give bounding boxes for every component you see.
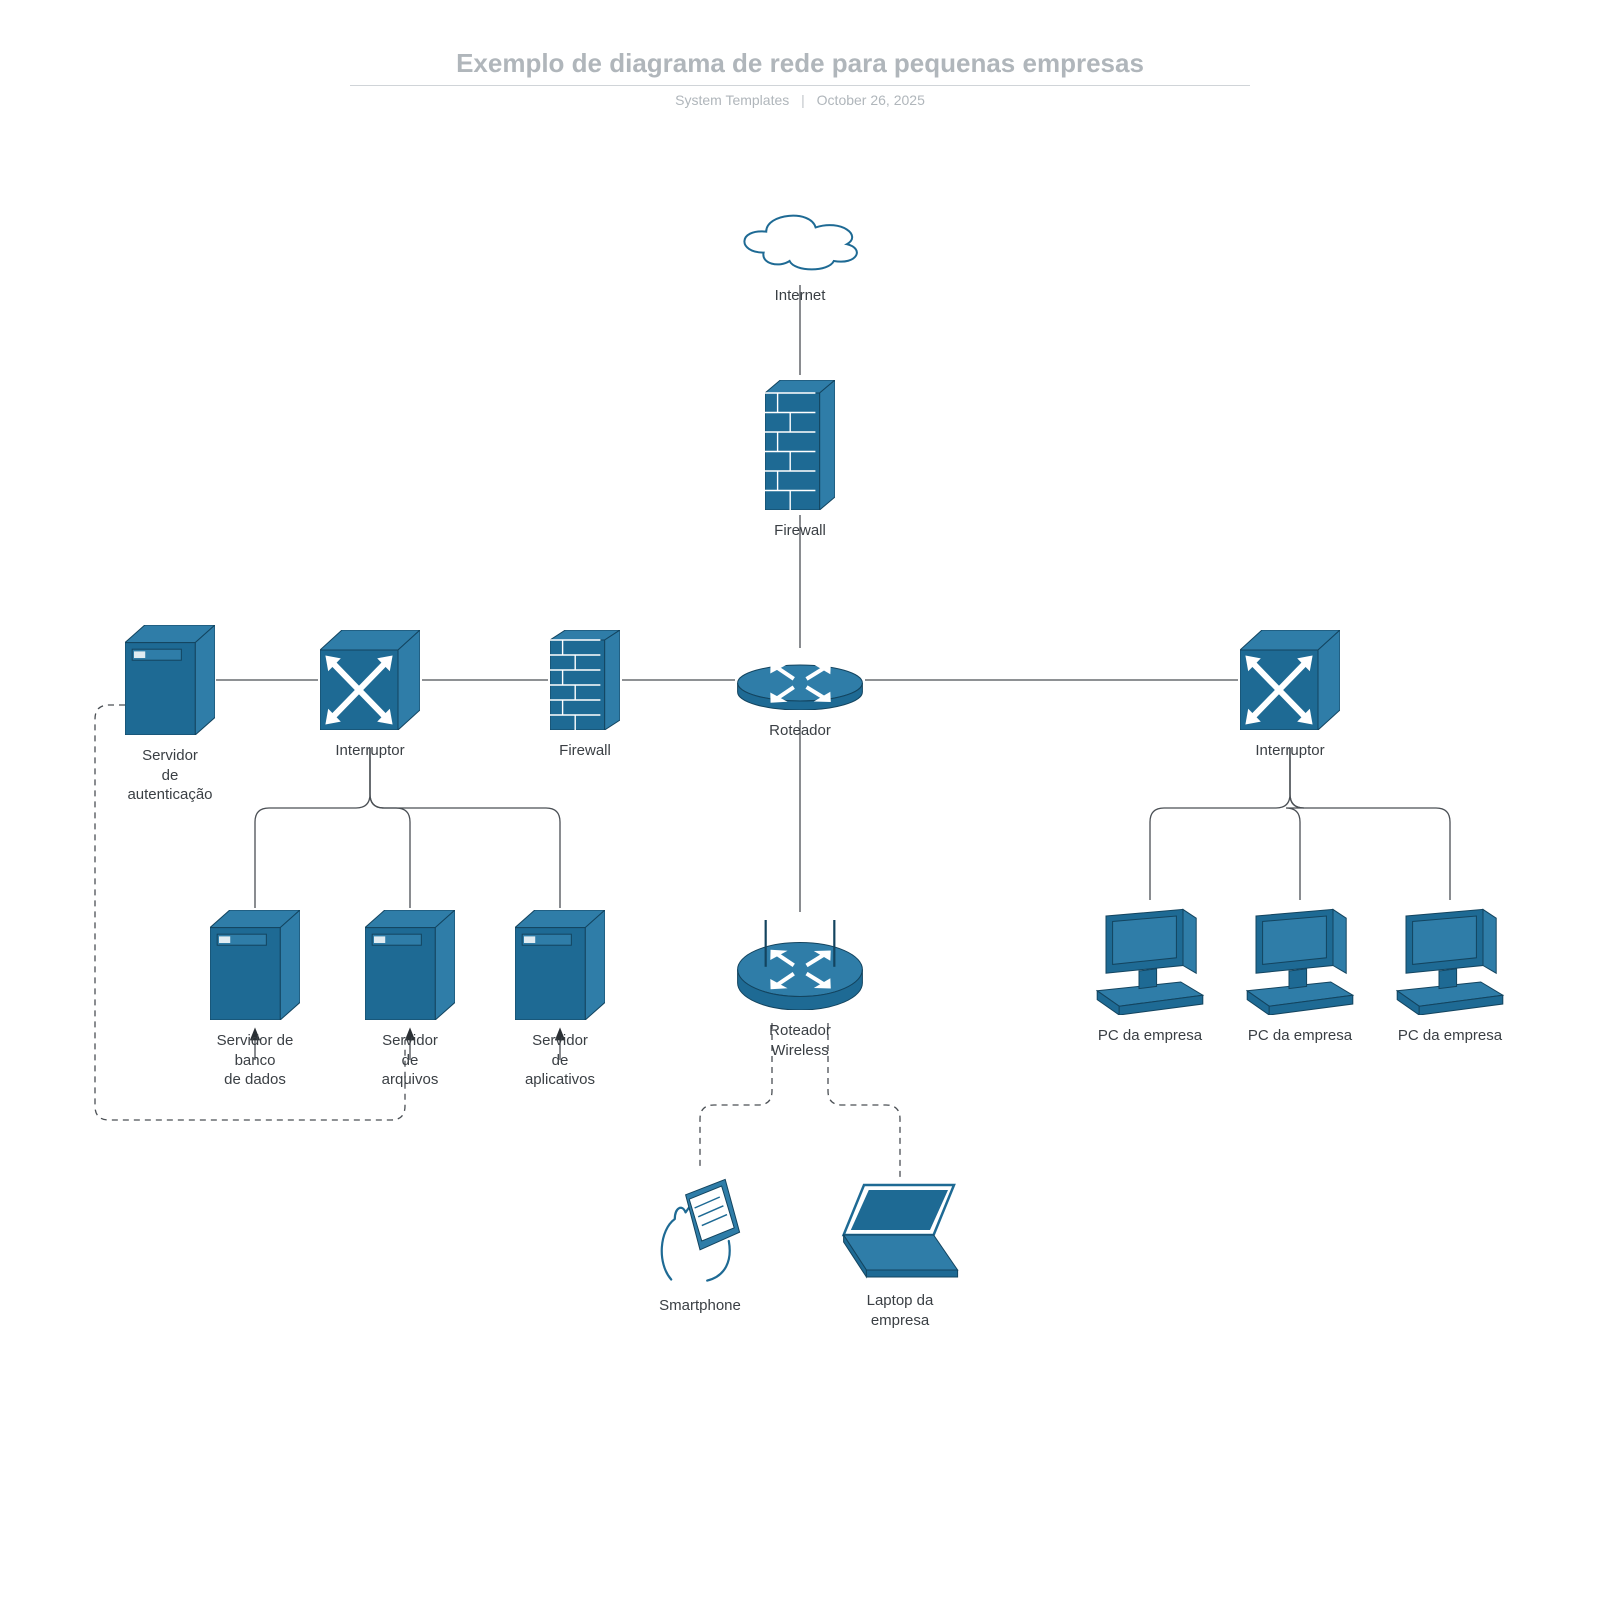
subtitle-right: October 26, 2025: [817, 92, 925, 108]
node-app_server: Servidordeaplicativos: [515, 910, 605, 1090]
switch-icon: [1240, 630, 1340, 735]
page-title: Exemplo de diagrama de rede para pequena…: [350, 48, 1250, 86]
server-icon: [210, 910, 300, 1025]
title-block: Exemplo de diagrama de rede para pequena…: [350, 48, 1250, 108]
cloud-icon: [735, 205, 865, 280]
node-label: Laptop daempresa: [840, 1291, 960, 1330]
page-subtitle: System Templates | October 26, 2025: [350, 92, 1250, 108]
server-icon: [125, 625, 215, 740]
node-label: Internet: [735, 286, 865, 306]
edge: [370, 748, 410, 908]
node-label: Firewall: [765, 521, 835, 541]
node-pc3: PC da empresa: [1395, 905, 1505, 1046]
node-label: PC da empresa: [1395, 1026, 1505, 1046]
node-firewall_left: Firewall: [550, 630, 620, 761]
router-icon: [735, 650, 865, 715]
node-pc2: PC da empresa: [1245, 905, 1355, 1046]
edge: [1286, 748, 1304, 900]
node-smartphone: Smartphone: [655, 1175, 745, 1316]
node-label: PC da empresa: [1245, 1026, 1355, 1046]
subtitle-left: System Templates: [675, 92, 789, 108]
node-auth_server: Servidorde autenticação: [125, 625, 215, 805]
firewall-v-icon: [550, 630, 620, 735]
edge: [1150, 748, 1290, 900]
node-switch_left: Interruptor: [320, 630, 420, 761]
node-label: Servidor debancode dados: [210, 1031, 300, 1090]
pc-icon: [1095, 905, 1205, 1020]
server-icon: [515, 910, 605, 1025]
node-switch_right: Interruptor: [1240, 630, 1340, 761]
node-wireless: RoteadorWireless: [735, 920, 865, 1060]
node-label: Servidordearquivos: [365, 1031, 455, 1090]
node-label: PC da empresa: [1095, 1026, 1205, 1046]
server-icon: [365, 910, 455, 1025]
node-router: Roteador: [735, 650, 865, 741]
edge: [1290, 748, 1450, 900]
edge: [255, 748, 370, 908]
node-label: Interruptor: [1240, 741, 1340, 761]
node-label: Interruptor: [320, 741, 420, 761]
diagram-canvas: Exemplo de diagrama de rede para pequena…: [0, 0, 1600, 1600]
node-label: Servidordeaplicativos: [515, 1031, 605, 1090]
node-file_server: Servidordearquivos: [365, 910, 455, 1090]
node-internet: Internet: [735, 205, 865, 306]
wireless-router-icon: [735, 920, 865, 1015]
node-pc1: PC da empresa: [1095, 905, 1205, 1046]
node-label: Servidorde autenticação: [125, 746, 215, 805]
pc-icon: [1395, 905, 1505, 1020]
subtitle-separator: |: [801, 92, 805, 108]
smartphone-icon: [655, 1175, 745, 1290]
switch-icon: [320, 630, 420, 735]
firewall-v-icon: [765, 380, 835, 515]
node-laptop: Laptop daempresa: [840, 1180, 960, 1330]
node-label: Roteador: [735, 721, 865, 741]
edge: [370, 748, 560, 908]
laptop-icon: [840, 1180, 960, 1285]
node-label: Firewall: [550, 741, 620, 761]
node-label: Smartphone: [655, 1296, 745, 1316]
node-db_server: Servidor debancode dados: [210, 910, 300, 1090]
node-label: RoteadorWireless: [735, 1021, 865, 1060]
node-firewall_top: Firewall: [765, 380, 835, 541]
pc-icon: [1245, 905, 1355, 1020]
